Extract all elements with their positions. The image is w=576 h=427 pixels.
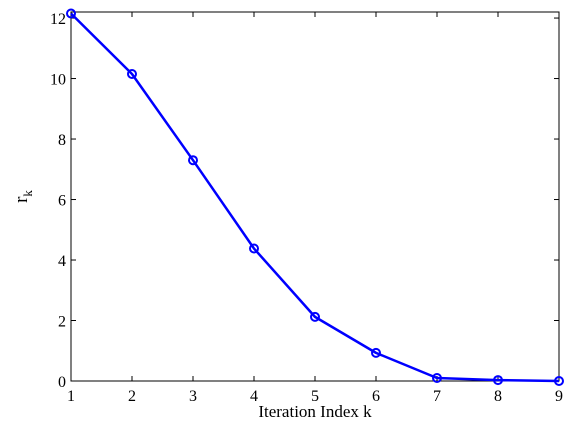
y-axis: 0 2 4 6 8 10 12 (50, 11, 559, 391)
y-axis-label-main: r (11, 196, 32, 203)
x-tick-label: 9 (555, 388, 563, 405)
data-point (310, 311, 320, 322)
series-line (70, 12, 560, 383)
x-tick-label: 4 (250, 388, 258, 405)
x-axis-label: Iteration Index k (258, 402, 372, 421)
x-tick-label: 1 (67, 388, 75, 405)
y-axis-label: rk (11, 190, 35, 203)
y-axis-label-subscript: k (20, 190, 35, 197)
data-point (249, 243, 259, 254)
x-tick-label: 6 (372, 388, 380, 405)
y-tick-label: 12 (50, 11, 66, 28)
data-point (188, 155, 198, 166)
data-point (66, 8, 76, 19)
data-point (371, 347, 381, 358)
data-point (554, 376, 564, 386)
data-point (127, 69, 137, 80)
x-tick-label: 7 (433, 388, 441, 405)
y-tick-label: 10 (50, 72, 66, 89)
data-point (493, 375, 503, 386)
y-tick-label: 2 (58, 314, 66, 331)
y-tick-label: 4 (58, 253, 66, 270)
x-tick-label: 5 (311, 388, 319, 405)
x-tick-label: 8 (494, 388, 502, 405)
plot-area (70, 11, 560, 382)
x-axis: 1 2 3 4 5 6 7 8 9 (67, 12, 563, 405)
y-tick-label: 0 (58, 374, 66, 391)
data-point (432, 372, 442, 383)
y-tick-label: 8 (58, 132, 66, 149)
series-group (66, 8, 564, 386)
x-tick-label: 2 (128, 388, 136, 405)
y-tick-label: 6 (58, 193, 66, 210)
x-tick-label: 3 (189, 388, 197, 405)
